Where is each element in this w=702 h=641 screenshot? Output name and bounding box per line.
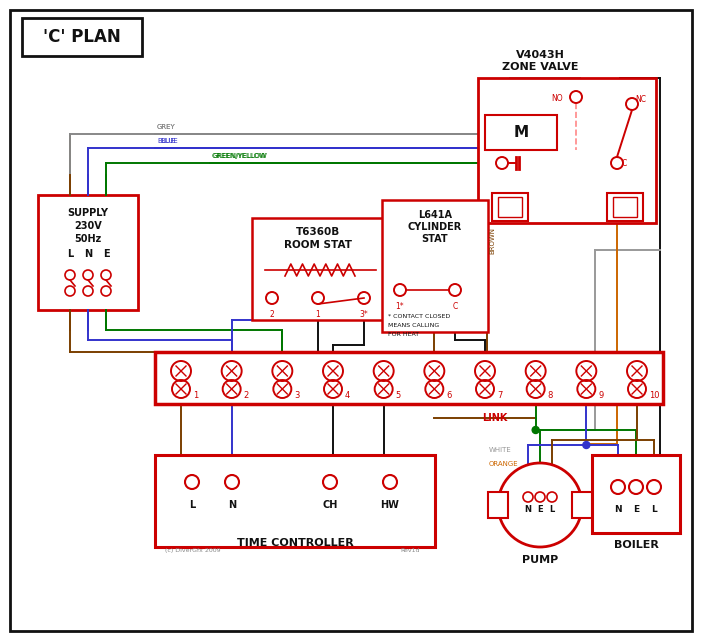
Text: 1*: 1* (396, 302, 404, 311)
FancyBboxPatch shape (252, 218, 384, 320)
Text: GREY: GREY (157, 124, 176, 130)
Text: HW: HW (380, 500, 399, 510)
Circle shape (583, 442, 590, 449)
FancyBboxPatch shape (485, 115, 557, 150)
Text: BOILER: BOILER (614, 540, 658, 550)
Text: * CONTACT CLOSED: * CONTACT CLOSED (388, 314, 450, 319)
Text: NC: NC (635, 95, 646, 104)
FancyBboxPatch shape (488, 492, 508, 518)
Text: 3*: 3* (359, 310, 369, 319)
FancyBboxPatch shape (498, 197, 522, 217)
Text: L: L (67, 249, 73, 259)
Text: N: N (84, 249, 92, 259)
Text: LINK: LINK (482, 413, 508, 423)
Text: Rev1d: Rev1d (400, 548, 420, 553)
Text: BROWN: BROWN (489, 226, 495, 253)
Text: M: M (513, 124, 529, 140)
Text: 6: 6 (446, 391, 451, 400)
Text: 5: 5 (396, 391, 401, 400)
Text: 1: 1 (316, 310, 320, 319)
Text: STAT: STAT (422, 234, 449, 244)
Text: WHITE: WHITE (489, 447, 512, 453)
FancyBboxPatch shape (382, 200, 488, 332)
Text: ROOM STAT: ROOM STAT (284, 240, 352, 250)
Text: 2: 2 (244, 391, 249, 400)
Text: 4: 4 (345, 391, 350, 400)
Text: BLUE: BLUE (157, 138, 175, 144)
FancyBboxPatch shape (478, 78, 656, 223)
Text: C: C (452, 302, 458, 311)
FancyBboxPatch shape (613, 197, 637, 217)
Text: GREY: GREY (157, 124, 176, 130)
FancyBboxPatch shape (155, 352, 663, 404)
Text: V4043H: V4043H (515, 50, 564, 60)
Text: C: C (622, 159, 628, 168)
Text: 50Hz: 50Hz (74, 234, 102, 244)
Text: L: L (550, 506, 555, 515)
Text: T6360B: T6360B (296, 227, 340, 237)
FancyBboxPatch shape (492, 193, 528, 221)
Text: MEANS CALLING: MEANS CALLING (388, 323, 439, 328)
FancyBboxPatch shape (592, 455, 680, 533)
Text: N: N (614, 505, 622, 514)
FancyBboxPatch shape (38, 195, 138, 310)
Text: CYLINDER: CYLINDER (408, 222, 462, 232)
Text: 3: 3 (294, 391, 300, 400)
Text: L: L (189, 500, 195, 510)
FancyBboxPatch shape (572, 492, 592, 518)
Text: 8: 8 (548, 391, 553, 400)
Text: GREEN/YELLOW: GREEN/YELLOW (212, 153, 267, 159)
Text: BLUE: BLUE (160, 138, 178, 144)
Text: E: E (537, 506, 543, 515)
Text: E: E (102, 249, 110, 259)
Text: E: E (633, 505, 639, 514)
Text: TIME CONTROLLER: TIME CONTROLLER (237, 538, 353, 548)
Text: 2: 2 (270, 310, 274, 319)
Text: NO: NO (551, 94, 563, 103)
Text: FOR HEAT: FOR HEAT (388, 332, 419, 337)
Text: 10: 10 (649, 391, 659, 400)
Text: 1: 1 (193, 391, 198, 400)
Text: ZONE VALVE: ZONE VALVE (502, 62, 578, 72)
Text: L: L (651, 505, 657, 514)
Text: N: N (228, 500, 236, 510)
Text: 'C' PLAN: 'C' PLAN (43, 28, 121, 46)
Text: CH: CH (322, 500, 338, 510)
Text: 230V: 230V (74, 221, 102, 231)
Text: L641A: L641A (418, 210, 452, 220)
FancyBboxPatch shape (10, 10, 692, 631)
Text: SUPPLY: SUPPLY (67, 208, 109, 218)
Text: GREEN/YELLOW: GREEN/YELLOW (213, 153, 268, 159)
Circle shape (532, 426, 539, 433)
FancyBboxPatch shape (155, 455, 435, 547)
FancyBboxPatch shape (22, 18, 142, 56)
Text: PUMP: PUMP (522, 555, 558, 565)
Text: (c) DiverGfx 2009: (c) DiverGfx 2009 (165, 548, 220, 553)
Text: N: N (524, 506, 531, 515)
Text: 7: 7 (497, 391, 503, 400)
Text: ORANGE: ORANGE (489, 461, 519, 467)
FancyBboxPatch shape (607, 193, 643, 221)
Text: 9: 9 (598, 391, 604, 400)
